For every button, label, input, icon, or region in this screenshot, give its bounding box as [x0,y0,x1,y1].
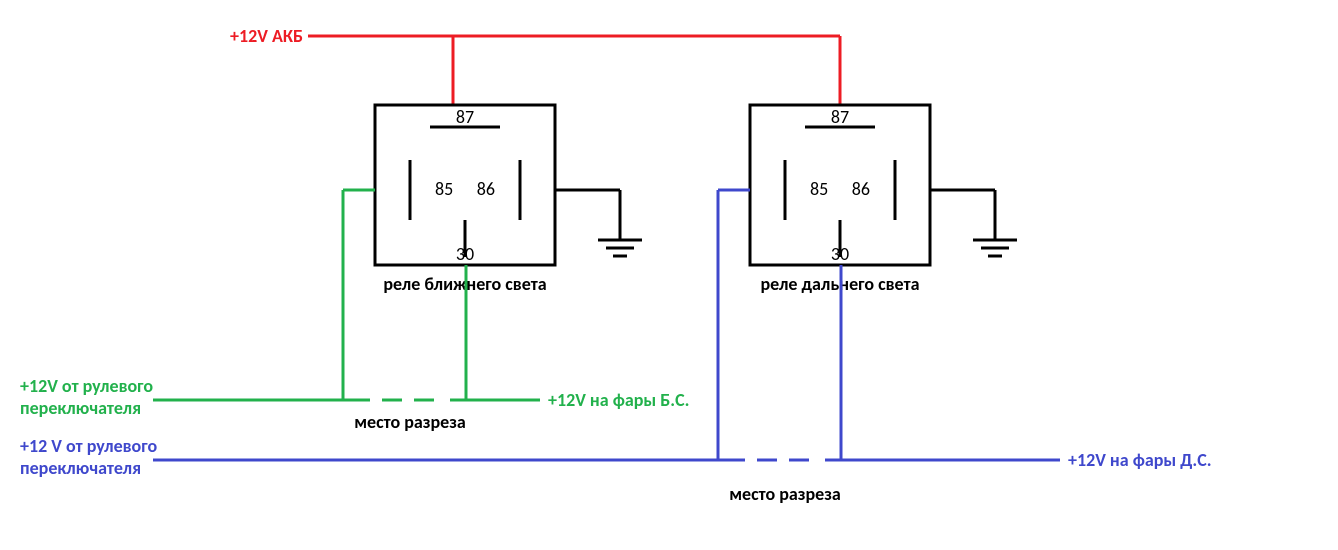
pin-30: 30 [831,243,849,265]
pin-87: 87 [831,106,849,128]
pin-85: 85 [810,178,828,200]
pin-30: 30 [456,243,474,265]
pin-87: 87 [456,106,474,128]
label-blue-right: +12V на фары Д.С. [1068,449,1212,471]
label-cut-blue: место разреза [729,483,841,505]
label-green-right: +12V на фары Б.С. [548,389,689,411]
label-blue-left-2: переключателя [20,457,141,479]
label-green-left-1: +12V от рулевого [20,375,153,397]
label-cut-green: место разреза [354,411,466,433]
label-green-left-2: переключателя [20,397,141,419]
pin-86: 86 [477,178,495,200]
pin-85: 85 [435,178,453,200]
pin-86: 86 [852,178,870,200]
label-12v-akb: +12V АКБ [230,25,303,47]
wiring-diagram: +12V АКБ87858630реле ближнего света87858… [0,0,1338,550]
label-blue-left-1: +12 V от рулевого [20,435,157,457]
